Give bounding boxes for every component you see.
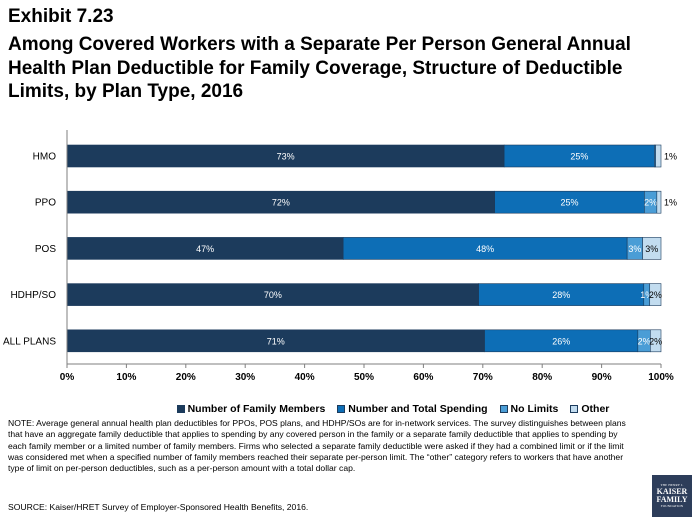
data-label: 70% [264,290,282,300]
logo-top-text: THE HENRY J. [660,482,684,487]
data-label: 26% [552,336,570,346]
legend-item-family-members: Number of Family Members [176,403,326,415]
data-label: 2% [649,336,662,346]
x-tick-label: 90% [592,372,612,383]
x-tick-label: 80% [532,372,552,383]
legend-label: Number of Family Members [187,403,326,415]
data-label: 25% [561,198,579,208]
chart-title: Among Covered Workers with a Separate Pe… [8,34,631,102]
data-label: 1% [664,152,677,162]
data-label: 3% [628,244,641,254]
x-tick-label: 60% [413,372,433,383]
data-label: 2% [644,198,657,208]
x-tick-label: 100% [648,372,674,383]
legend-label: Other [581,403,610,415]
data-label: 3% [645,244,658,254]
exhibit-number: Exhibit 7.23 [8,6,114,27]
logo-main-text: KAISER FAMILY [656,487,688,504]
x-tick-label: 0% [60,372,75,383]
legend-label: No Limits [510,403,559,415]
category-label: POS [35,244,56,255]
category-label: HMO [33,152,57,163]
data-label: 25% [570,152,588,162]
data-label: 48% [476,244,494,254]
legend-item-other: Other [570,403,609,415]
bar-segment [642,237,662,260]
legend-label: Number and Total Spending [348,403,488,415]
category-label: HDHP/SO [10,290,56,301]
data-label: 2% [638,336,651,346]
kff-logo: THE HENRY J. KAISER FAMILY FOUNDATION [652,475,692,517]
data-label: 72% [272,198,290,208]
x-tick-label: 50% [354,372,374,383]
legend-swatch [337,405,346,413]
chart-legend: Number of Family Members Number and Tota… [0,403,698,415]
stacked-bar-chart: HMO 73% 25% 1%PPO 72% 25% 2% 1%POS 47% 48% 3% 3%HDH… [3,130,677,383]
legend-swatch [176,405,185,413]
data-label: 73% [277,152,295,162]
legend-swatch [570,405,579,413]
logo-bottom-text: FOUNDATION [660,504,684,508]
x-tick-label: 20% [176,372,196,383]
legend-item-total-spending: Number and Total Spending [337,403,488,415]
bar-segment [649,283,662,306]
category-label: PPO [35,198,56,209]
legend-item-no-limits: No Limits [499,403,559,415]
legend-swatch [499,405,508,413]
data-label: 1% [640,290,653,300]
footnote: NOTE: Average general annual health plan… [8,418,626,474]
x-tick-label: 40% [295,372,315,383]
x-tick-label: 70% [473,372,493,383]
bar-segment [656,190,662,214]
category-label: ALL PLANS [3,336,56,347]
data-label: 2% [649,290,662,300]
bar-segment [655,144,662,168]
source-note: SOURCE: Kaiser/HRET Survey of Employer-S… [8,502,309,512]
x-tick-label: 10% [116,372,136,383]
data-label: 28% [552,290,570,300]
data-label: 1% [664,198,677,208]
data-label: 47% [196,244,214,254]
data-label: 71% [267,336,285,346]
bar-segment [650,329,662,353]
x-tick-label: 30% [235,372,255,383]
